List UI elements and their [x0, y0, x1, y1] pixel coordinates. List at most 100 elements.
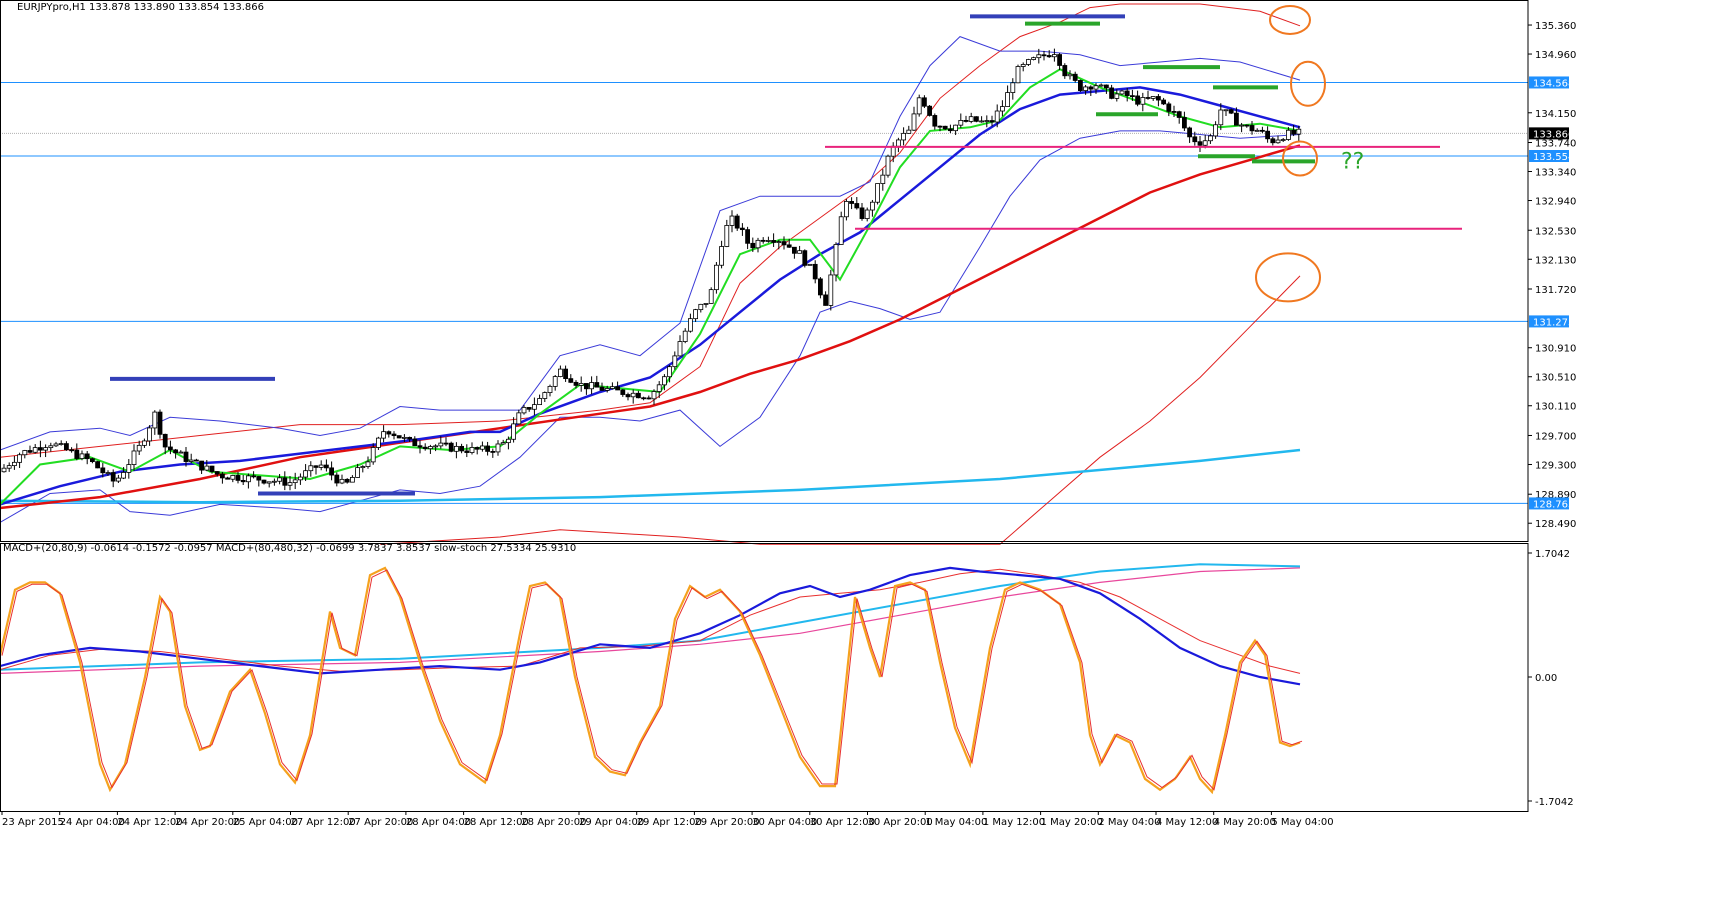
candle-up [11, 461, 17, 467]
x-tick-label-19: 2 May 04:00 [1098, 817, 1160, 828]
candle-down [1182, 117, 1187, 129]
candle-up [116, 477, 121, 482]
candle-up [188, 459, 194, 462]
ma-green-line [0, 68, 1301, 506]
candle-down [989, 120, 995, 123]
stoch-signal-line [1, 569, 1303, 791]
x-tick-label-20: 4 May 12:00 [1156, 817, 1218, 828]
orange-circle-1[interactable] [1290, 60, 1326, 107]
candle-down [474, 447, 480, 450]
candle-down [214, 471, 220, 475]
y-tick-label-3: 133.740 [1535, 139, 1576, 150]
candle-up [1286, 129, 1291, 140]
candle-up [589, 382, 594, 390]
candle-up [828, 274, 834, 306]
candle-down [781, 241, 787, 246]
candle-up [1119, 90, 1125, 95]
candle-up [433, 445, 439, 448]
candle-up [1223, 109, 1229, 112]
candle-down [84, 453, 90, 460]
candle-down [183, 451, 189, 462]
candle-down [407, 436, 413, 440]
candle-up [552, 376, 558, 387]
candle-down [932, 115, 938, 127]
candle-up [677, 341, 683, 357]
candle-up [360, 466, 366, 469]
x-tick-label-10: 29 Apr 04:00 [579, 817, 644, 828]
candle-down [417, 445, 423, 448]
candle-down [963, 120, 969, 122]
candle-up [532, 404, 537, 410]
candle-down [459, 445, 465, 452]
candle-up [339, 478, 345, 484]
candle-up [1280, 139, 1286, 141]
candle-up [495, 443, 501, 453]
candle-down [1046, 55, 1052, 58]
main-panel[interactable]: ?? [0, 3, 1528, 545]
bollinger-lower-line [0, 130, 1301, 523]
candle-down [261, 479, 267, 484]
candle-down [625, 394, 631, 398]
x-tick-label-3: 24 Apr 20:00 [175, 817, 240, 828]
candle-down [167, 446, 173, 451]
candle-down [1249, 125, 1255, 132]
price-tag-label-2: 133.554 [1533, 152, 1574, 163]
candle-up [776, 241, 782, 243]
candle-down [1078, 80, 1083, 91]
x-tick-label-4: 25 Apr 04:00 [233, 817, 298, 828]
candle-down [526, 407, 532, 410]
candle-down [786, 244, 792, 248]
candle-down [1130, 95, 1135, 98]
candle-down [1057, 54, 1062, 66]
candle-up [266, 481, 272, 484]
candle-up [885, 155, 891, 176]
candle-up [708, 289, 714, 304]
candle-up [911, 113, 917, 131]
candle-up [1015, 66, 1021, 84]
orange-circle-2[interactable] [1282, 140, 1318, 177]
x-tick-label-0: 23 Apr 2015 [2, 817, 64, 828]
candle-down [1166, 103, 1172, 112]
oscillator-panel[interactable] [0, 563, 1303, 795]
candle-up [766, 240, 771, 242]
candle-down [1192, 136, 1198, 143]
candle-up [1000, 106, 1005, 112]
y-tick-label-11: 130.110 [1535, 402, 1576, 413]
candle-up [516, 412, 522, 425]
candle-down [69, 449, 74, 452]
candle-up [698, 303, 704, 311]
indicator-header: MACD+(20,80,9) -0.0614 -0.1572 -0.0957 M… [3, 543, 576, 554]
candle-down [412, 438, 418, 447]
candle-up [953, 124, 958, 132]
candle-down [95, 461, 100, 469]
candle-down [974, 116, 979, 122]
candle-up [662, 376, 667, 386]
x-tick-label-5: 27 Apr 12:00 [291, 817, 356, 828]
osc-y-tick-label-1: 0.00 [1535, 673, 1557, 684]
orange-circle-3[interactable] [1255, 252, 1321, 303]
candle-down [1088, 86, 1094, 90]
x-tick-label-2: 24 Apr 12:00 [117, 817, 182, 828]
candle-down [235, 475, 241, 481]
candle-up [537, 398, 542, 406]
candle-down [240, 479, 246, 483]
candle-down [443, 442, 449, 445]
candle-up [1083, 86, 1088, 91]
main-panel-border [0, 0, 1529, 542]
candle-up [141, 440, 147, 446]
candle-up [453, 445, 459, 452]
candle-down [636, 392, 641, 399]
orange-circle-0[interactable] [1269, 4, 1311, 35]
candle-up [656, 384, 662, 392]
macd-fast-line [0, 566, 1301, 686]
candle-up [875, 183, 880, 203]
candle-up [1098, 84, 1104, 87]
x-tick-label-21: 4 May 20:00 [1214, 817, 1276, 828]
candle-up [245, 475, 251, 483]
candle-down [282, 477, 288, 486]
candle-down [563, 368, 568, 380]
candle-down [818, 278, 823, 296]
candle-down [110, 472, 116, 482]
price-tag-label-1: 133.866 [1533, 129, 1574, 140]
x-tick-label-1: 24 Apr 04:00 [60, 817, 125, 828]
